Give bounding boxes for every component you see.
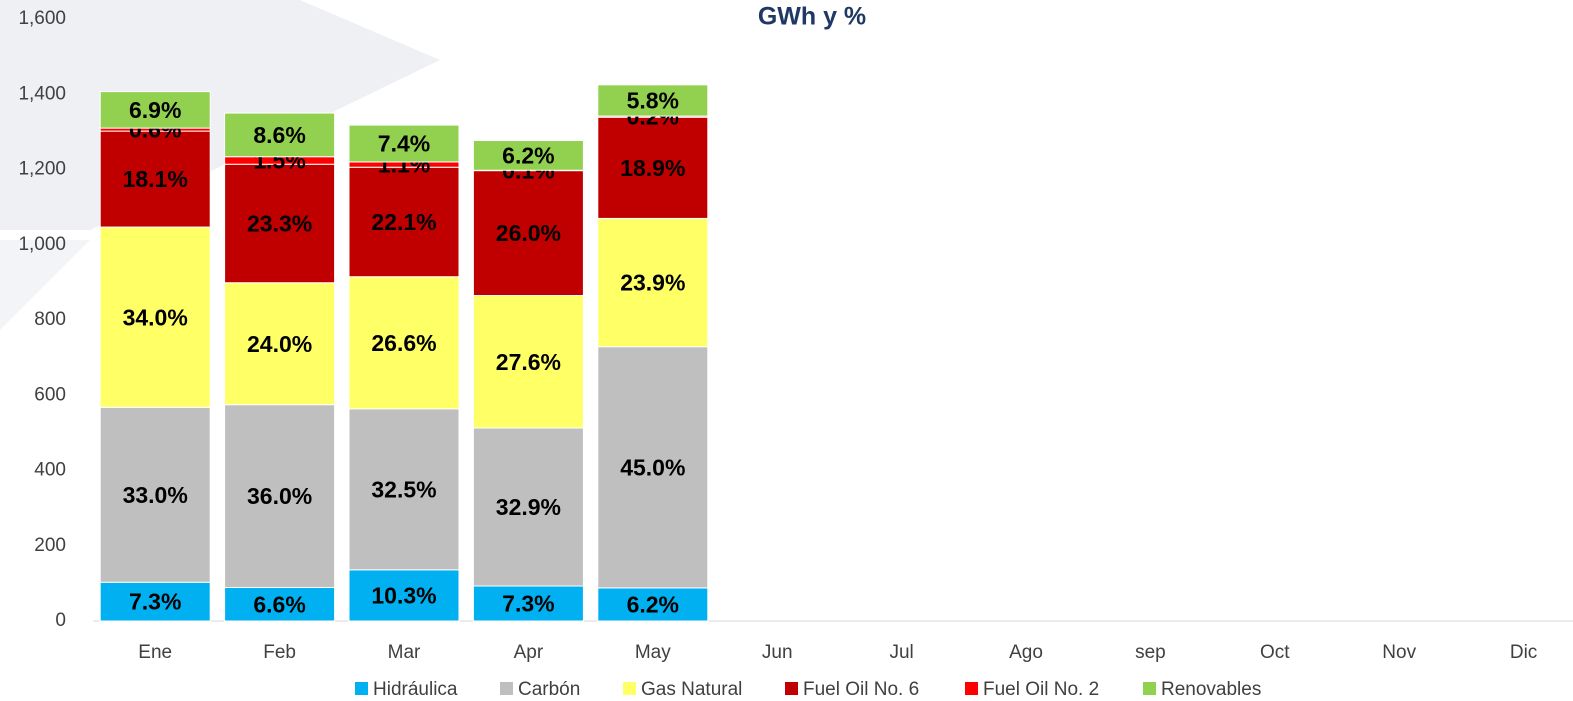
legend-swatch bbox=[623, 682, 636, 695]
data-label: 6.9% bbox=[129, 97, 181, 123]
data-label: 8.6% bbox=[253, 122, 305, 148]
data-label: 7.3% bbox=[502, 591, 554, 617]
x-tick-label: Ago bbox=[1009, 642, 1043, 663]
bar-segment bbox=[99, 226, 211, 408]
y-tick-label: 1,200 bbox=[18, 159, 66, 180]
y-tick-label: 600 bbox=[34, 384, 66, 405]
data-label: 45.0% bbox=[620, 454, 685, 480]
data-label: 23.9% bbox=[620, 270, 685, 296]
bar-segment bbox=[224, 404, 336, 589]
legend-label: Carbón bbox=[518, 679, 580, 700]
data-label: 10.3% bbox=[371, 582, 436, 608]
data-label: 6.2% bbox=[502, 142, 554, 168]
data-label: 36.0% bbox=[247, 483, 312, 509]
data-label: 18.9% bbox=[620, 155, 685, 181]
bar-segment bbox=[472, 295, 584, 429]
bar-segment bbox=[99, 130, 211, 228]
bar-segment bbox=[472, 170, 584, 297]
y-tick-label: 400 bbox=[34, 460, 66, 481]
bar-segment bbox=[597, 346, 709, 589]
data-label: 7.4% bbox=[378, 131, 430, 157]
legend-swatch bbox=[500, 682, 513, 695]
bar-segment bbox=[597, 587, 709, 622]
data-label: 6.2% bbox=[627, 592, 679, 618]
data-label: 26.0% bbox=[496, 220, 561, 246]
legend-swatch bbox=[1143, 682, 1156, 695]
legend-swatch bbox=[785, 682, 798, 695]
bar-segment bbox=[597, 116, 709, 219]
data-label: 24.0% bbox=[247, 331, 312, 357]
legend-label: Fuel Oil No. 6 bbox=[803, 679, 919, 700]
data-label: 6.6% bbox=[253, 591, 305, 617]
bar-segment bbox=[348, 124, 460, 163]
data-label: 27.6% bbox=[496, 349, 561, 375]
legend-swatch bbox=[965, 682, 978, 695]
bar-segment bbox=[597, 84, 709, 117]
x-tick-label: Nov bbox=[1382, 642, 1416, 663]
x-tick-label: sep bbox=[1135, 642, 1166, 663]
x-tick-label: Jun bbox=[762, 642, 793, 663]
legend-swatch bbox=[355, 682, 368, 695]
data-label: 33.0% bbox=[123, 482, 188, 508]
legend-label: Fuel Oil No. 2 bbox=[983, 679, 1099, 700]
y-tick-label: 1,000 bbox=[18, 234, 66, 255]
data-label: 32.5% bbox=[371, 476, 436, 502]
bar-segment bbox=[348, 408, 460, 571]
x-tick-label: May bbox=[635, 642, 671, 663]
bar-segment bbox=[99, 91, 211, 129]
y-tick-label: 200 bbox=[34, 535, 66, 556]
data-label: 18.1% bbox=[123, 166, 188, 192]
y-tick-label: 1,600 bbox=[18, 8, 66, 29]
chart-title: GWh y % bbox=[758, 3, 866, 31]
bar-segment bbox=[224, 587, 336, 622]
bar-segment bbox=[224, 282, 336, 406]
legend-label: Gas Natural bbox=[641, 679, 742, 700]
x-tick-label: Feb bbox=[263, 642, 296, 663]
background-logo bbox=[0, 240, 90, 330]
bar-segment bbox=[472, 585, 584, 622]
data-label: 26.6% bbox=[371, 330, 436, 356]
bar-segment bbox=[348, 276, 460, 410]
x-tick-label: Ene bbox=[138, 642, 172, 663]
x-tick-label: Mar bbox=[388, 642, 421, 663]
data-label: 22.1% bbox=[371, 209, 436, 235]
bar-segment bbox=[472, 140, 584, 171]
y-tick-label: 1,400 bbox=[18, 83, 66, 104]
y-tick-label: 0 bbox=[55, 610, 66, 631]
bar-segment bbox=[597, 217, 709, 348]
data-label: 34.0% bbox=[123, 304, 188, 330]
x-tick-label: Dic bbox=[1510, 642, 1537, 663]
x-tick-label: Jul bbox=[889, 642, 913, 663]
x-tick-label: Apr bbox=[514, 642, 544, 663]
bar-segment bbox=[348, 166, 460, 278]
data-label: 5.8% bbox=[627, 88, 679, 114]
bar-segment bbox=[99, 406, 211, 583]
x-tick-label: Oct bbox=[1260, 642, 1290, 663]
data-label: 7.3% bbox=[129, 589, 181, 615]
data-label: 32.9% bbox=[496, 494, 561, 520]
legend-label: Renovables bbox=[1161, 679, 1261, 700]
bar-segment bbox=[224, 112, 336, 158]
bar-segment bbox=[472, 427, 584, 587]
data-label: 23.3% bbox=[247, 211, 312, 237]
y-tick-label: 800 bbox=[34, 309, 66, 330]
legend-label: Hidráulica bbox=[373, 679, 458, 700]
bar-segment bbox=[99, 581, 211, 622]
